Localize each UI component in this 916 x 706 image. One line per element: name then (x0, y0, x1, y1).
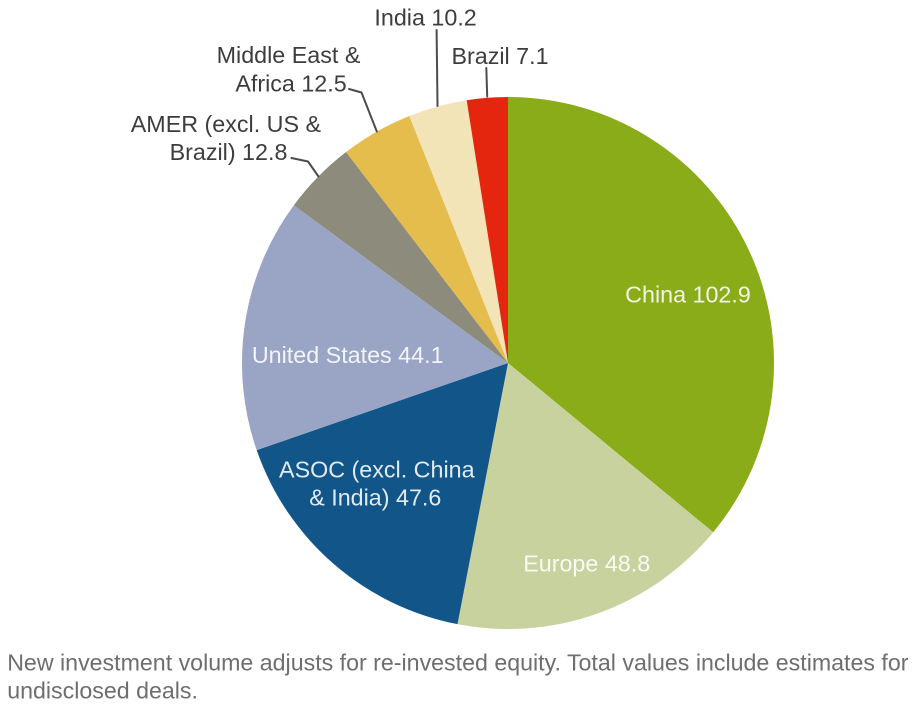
svg-text:ASOC (excl. China: ASOC (excl. China (279, 457, 475, 483)
svg-text:Middle East &: Middle East & (217, 42, 361, 68)
svg-text:AMER (excl. US &: AMER (excl. US & (131, 111, 322, 137)
svg-text:& India) 47.6: & India) 47.6 (309, 485, 441, 511)
svg-text:New investment volume adjusts: New investment volume adjusts for re-inv… (7, 650, 909, 676)
svg-text:Brazil) 12.8: Brazil) 12.8 (170, 139, 288, 165)
svg-text:Europe 48.8: Europe 48.8 (523, 551, 650, 577)
svg-text:Brazil 7.1: Brazil 7.1 (451, 43, 548, 69)
svg-text:China 102.9: China 102.9 (625, 282, 751, 308)
svg-text:India 10.2: India 10.2 (374, 5, 476, 31)
svg-text:undisclosed deals.: undisclosed deals. (7, 678, 198, 704)
svg-text:Africa 12.5: Africa 12.5 (235, 71, 346, 97)
svg-text:United States 44.1: United States 44.1 (252, 342, 444, 368)
